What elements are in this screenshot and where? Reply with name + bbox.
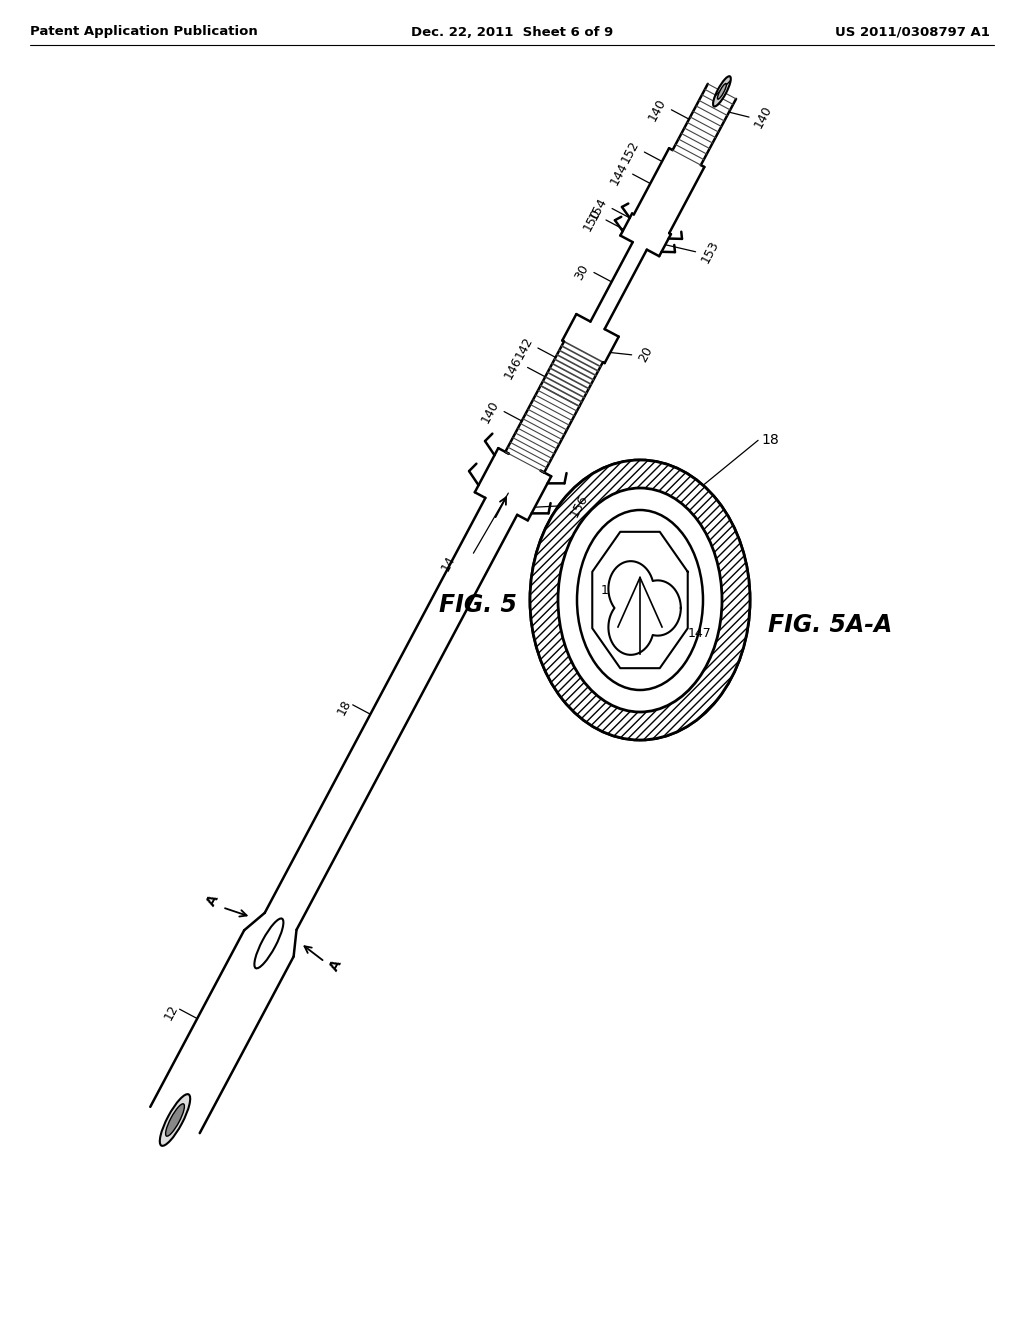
Text: 18: 18	[335, 698, 354, 718]
Text: FIG. 5: FIG. 5	[439, 593, 517, 616]
Text: 146: 146	[503, 354, 525, 381]
Text: Dec. 22, 2011  Sheet 6 of 9: Dec. 22, 2011 Sheet 6 of 9	[411, 25, 613, 38]
Text: 140: 140	[752, 103, 774, 131]
Text: 153: 153	[699, 238, 722, 265]
Text: 154: 154	[587, 195, 609, 222]
Text: 30: 30	[572, 263, 592, 282]
Text: A: A	[328, 957, 345, 974]
Text: 140: 140	[646, 96, 669, 123]
Text: 150: 150	[581, 206, 603, 234]
Text: 14: 14	[439, 553, 458, 573]
Ellipse shape	[718, 83, 726, 99]
Ellipse shape	[166, 1104, 184, 1137]
Text: 18: 18	[761, 433, 779, 447]
Ellipse shape	[713, 77, 731, 107]
Polygon shape	[608, 561, 681, 655]
Text: US 2011/0308797 A1: US 2011/0308797 A1	[836, 25, 990, 38]
Text: A: A	[204, 892, 221, 908]
Ellipse shape	[577, 510, 703, 690]
Ellipse shape	[558, 488, 722, 711]
Text: 149: 149	[600, 583, 624, 597]
Text: 12: 12	[162, 1002, 181, 1022]
Text: 152: 152	[620, 139, 642, 165]
Text: 156: 156	[567, 492, 590, 519]
Ellipse shape	[254, 919, 284, 969]
Ellipse shape	[530, 459, 750, 741]
Text: 144: 144	[607, 161, 630, 187]
Ellipse shape	[530, 459, 750, 741]
Text: Patent Application Publication: Patent Application Publication	[30, 25, 258, 38]
Text: 140: 140	[479, 399, 502, 425]
Ellipse shape	[160, 1094, 190, 1146]
Text: 147: 147	[688, 627, 712, 640]
Text: FIG. 5A-A: FIG. 5A-A	[768, 612, 892, 638]
Text: 20: 20	[636, 345, 655, 364]
Text: 142: 142	[513, 334, 536, 362]
